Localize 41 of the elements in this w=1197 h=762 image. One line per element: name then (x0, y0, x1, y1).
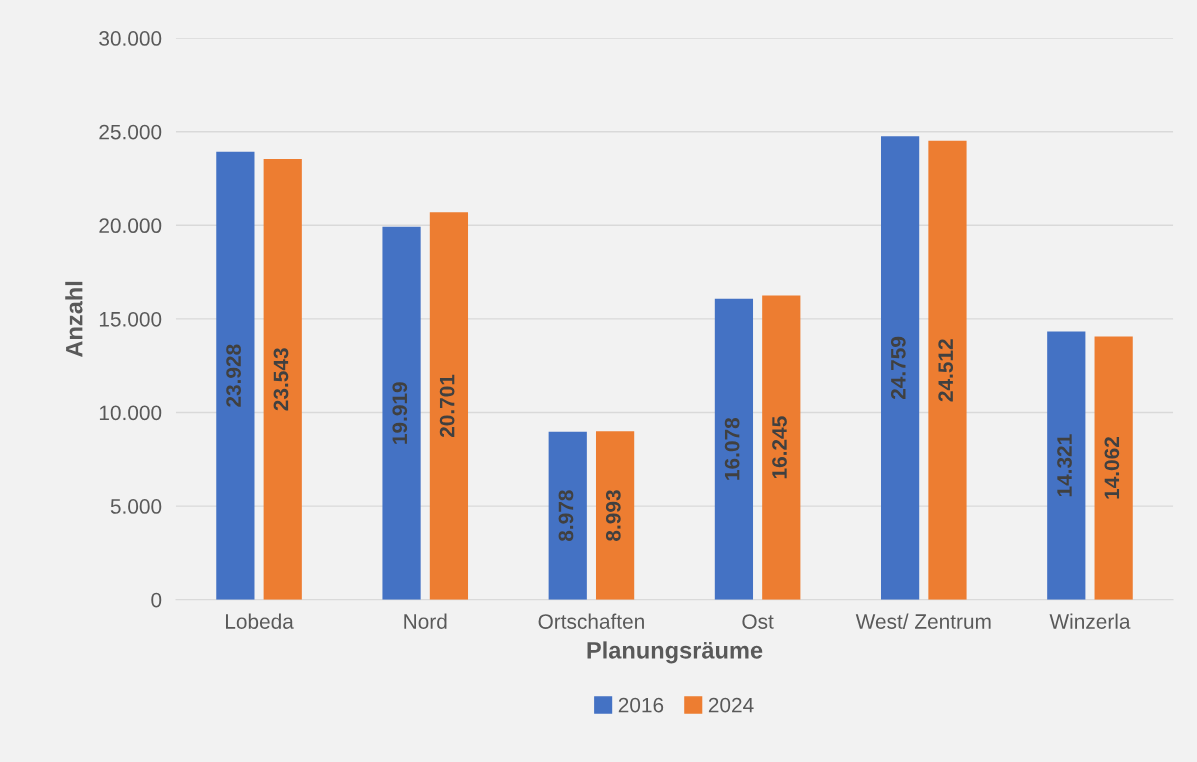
data-label: 16.245 (772, 416, 787, 479)
bar (382, 226, 421, 600)
data-label: 24.512 (938, 339, 954, 402)
x-tick-label: Ortschaften (538, 613, 644, 629)
data-label: 16.078 (724, 417, 740, 480)
y-tick-label: 10.000 (99, 405, 162, 421)
data-label: 20.701 (439, 374, 455, 438)
y-axis-title: Anzahl (65, 281, 83, 357)
data-label: 8.978 (558, 490, 574, 542)
bar (216, 151, 255, 600)
bar (1047, 331, 1086, 600)
x-tick-label: Winzerla (1049, 613, 1131, 629)
data-label: 8.993 (605, 490, 621, 541)
bar (429, 212, 469, 600)
bar (880, 136, 920, 600)
x-tick-label: Ost (742, 614, 774, 629)
y-tick-label: 15.000 (99, 311, 162, 327)
y-tick-label: 5.000 (110, 499, 162, 514)
legend-label: 2016 (618, 697, 664, 713)
data-label: 14.321 (1057, 434, 1072, 497)
bar (714, 298, 754, 600)
y-tick-label: 20.000 (99, 218, 162, 234)
y-tick-label: 0 (151, 592, 162, 608)
bar (548, 431, 587, 600)
data-label: 24.759 (890, 336, 906, 400)
data-label: 19.919 (392, 382, 408, 444)
x-axis-title: Planungsräume (587, 641, 763, 664)
x-tick-label: West/ Zentrum (855, 613, 991, 629)
legend-label: 2024 (708, 697, 754, 713)
x-tick-label: Nord (404, 613, 447, 629)
y-tick-label: 25.000 (99, 124, 162, 140)
data-label: 14.062 (1104, 437, 1120, 499)
x-tick-label: Lobeda (226, 613, 294, 629)
bar (928, 140, 967, 600)
data-label: 23.543 (273, 348, 289, 411)
bar (762, 295, 801, 600)
data-label: 23.928 (226, 344, 241, 407)
y-tick-label: 30.000 (99, 31, 162, 46)
bar (595, 431, 635, 600)
bar (1094, 336, 1133, 600)
bar (263, 158, 302, 600)
